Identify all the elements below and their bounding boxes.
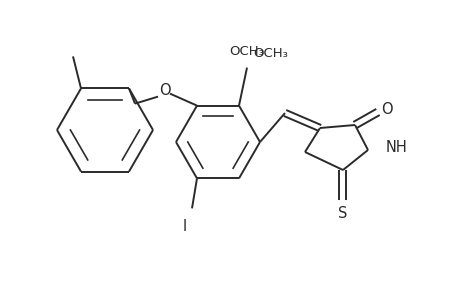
Text: O: O: [159, 83, 170, 98]
Text: OCH₃: OCH₃: [252, 47, 287, 60]
Text: NH: NH: [385, 140, 407, 154]
Text: O: O: [381, 101, 392, 116]
Text: OCH₃: OCH₃: [229, 45, 264, 58]
Text: I: I: [183, 219, 187, 234]
Text: S: S: [337, 206, 347, 220]
